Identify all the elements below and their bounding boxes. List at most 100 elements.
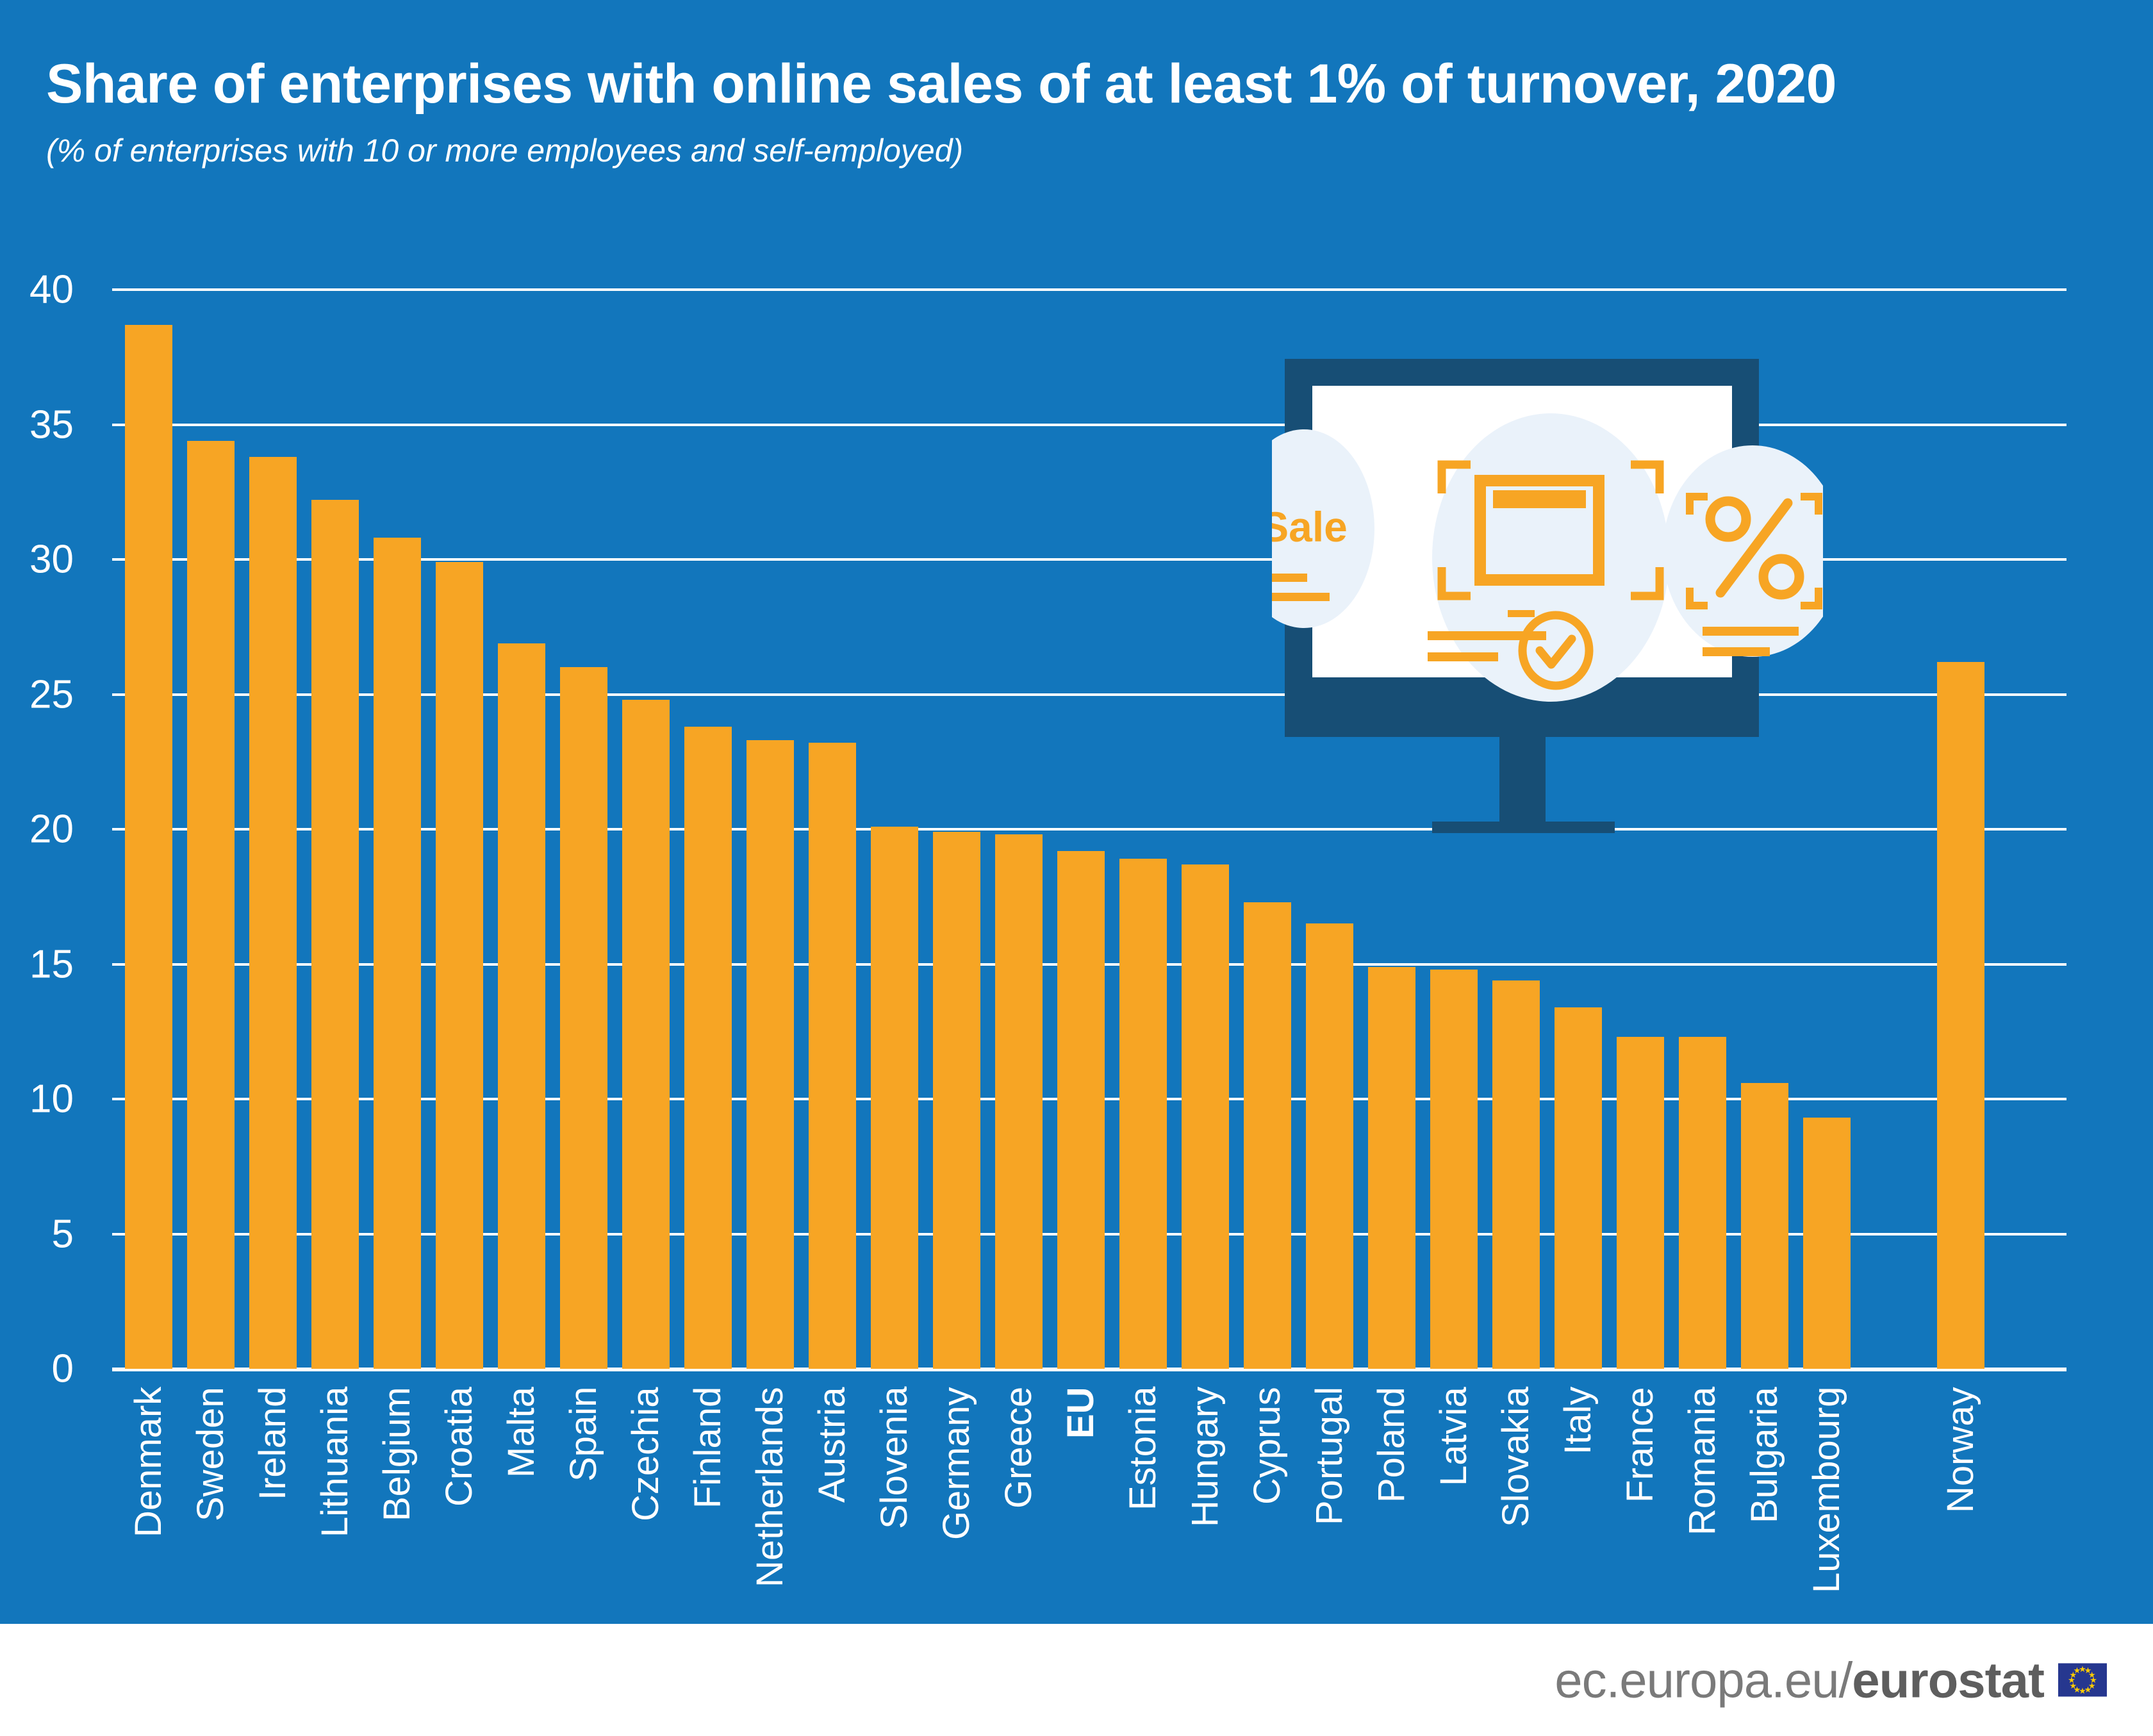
percent-discount-icon [1663,445,1842,657]
bar-lithuania[interactable] [311,500,359,1369]
eu-flag-icon: ★ ★ ★ ★ ★ ★ ★ ★ ★ ★ ★ ★ [2058,1663,2107,1697]
bar-poland[interactable] [1368,966,1415,1369]
bar-italy[interactable] [1555,1007,1602,1369]
bar-slovenia[interactable] [871,826,918,1369]
gridline-25 [112,693,2066,696]
y-tick-label-0: 0 [51,1346,74,1391]
x-axis-label-denmark: Denmark [128,1387,169,1538]
y-tick-label-5: 5 [51,1212,74,1256]
page-subtitle: (% of enterprises with 10 or more employ… [46,133,964,169]
x-axis-label-germany: Germany [936,1387,977,1540]
x-axis-label-romania: Romania [1681,1387,1723,1536]
x-axis-label-spain: Spain [563,1387,604,1482]
y-tick-label-15: 15 [29,942,74,986]
x-axis-label-cyprus: Cyprus [1246,1387,1288,1505]
bar-romania[interactable] [1679,1037,1726,1369]
x-axis-label-luxembourg: Luxembourg [1806,1387,1847,1594]
y-tick-label-35: 35 [29,402,74,447]
x-axis-label-estonia: Estonia [1122,1387,1164,1511]
gridline-30 [112,558,2066,561]
gridline-35 [112,423,2066,426]
eu-flag-star: ★ [2069,1669,2077,1680]
x-axis-label-italy: Italy [1557,1387,1599,1455]
bar-luxembourg[interactable] [1803,1118,1851,1369]
y-tick-label-10: 10 [29,1077,74,1121]
eu-flag-star: ★ [2069,1680,2077,1691]
x-axis-label-finland: Finland [687,1387,729,1509]
svg-text:Sale: Sale [1272,503,1348,550]
x-axis-label-austria: Austria [811,1387,853,1503]
bar-malta[interactable] [498,643,545,1369]
monitor-stand-neck [1499,737,1546,832]
bar-hungary[interactable] [1182,864,1229,1369]
chart-header: Share of enterprises with online sales o… [46,55,2097,169]
bar-estonia[interactable] [1119,859,1167,1369]
eu-flag-star: ★ [2088,1680,2096,1691]
x-axis-label-greece: Greece [998,1387,1039,1509]
y-tick-label-30: 30 [29,537,74,582]
y-tick-label-20: 20 [29,807,74,852]
x-axis-label-latvia: Latvia [1433,1387,1474,1486]
x-axis-label-slovenia: Slovenia [873,1387,915,1530]
x-axis-label-belgium: Belgium [376,1387,418,1521]
bar-cyprus[interactable] [1244,902,1291,1369]
x-axis-label-hungary: Hungary [1184,1387,1226,1528]
eu-flag-star: ★ [2073,1666,2081,1676]
x-axis-label-bulgaria: Bulgaria [1744,1387,1785,1523]
page-title: Share of enterprises with online sales o… [46,53,1836,115]
online-sales-monitor-illustration: Sale [1233,359,1842,843]
eu-flag-star: ★ [2073,1684,2081,1694]
eu-flag-star: ★ [2084,1684,2092,1694]
eurostat-url[interactable]: ec.europa.eu/eurostat [1555,1651,2045,1709]
x-axis-label-sweden: Sweden [190,1387,231,1521]
monitor-stand-base [1432,822,1615,843]
gridline-40 [112,288,2066,291]
bar-latvia[interactable] [1430,969,1478,1369]
gridline-20 [112,828,2066,831]
x-axis-label-ireland: Ireland [252,1387,293,1501]
bar-france[interactable] [1617,1037,1664,1369]
x-axis-label-eu: EU [1060,1387,1101,1439]
x-axis-label-netherlands: Netherlands [749,1387,791,1587]
bar-croatia[interactable] [436,562,483,1369]
eu-flag-star: ★ [2068,1675,2075,1685]
bar-sweden[interactable] [187,440,235,1369]
eu-flag-star: ★ [2088,1669,2096,1680]
footer-bar: ec.europa.eu/eurostat ★ ★ ★ ★ ★ ★ ★ ★ ★ ★ ★ ★ [0,1624,2153,1736]
bar-belgium[interactable] [374,538,421,1369]
bar-bulgaria[interactable] [1741,1082,1788,1369]
x-axis-label-croatia: Croatia [438,1387,480,1507]
bar-spain[interactable] [560,667,607,1369]
x-axis-label-slovakia: Slovakia [1495,1387,1537,1528]
x-axis-label-czechia: Czechia [625,1387,666,1521]
bar-germany[interactable] [933,832,980,1369]
bar-ireland[interactable] [249,457,297,1369]
eu-flag-star: ★ [2079,1664,2086,1674]
gridline-0 [112,1368,2066,1371]
bar-czechia[interactable] [622,699,670,1369]
bar-denmark[interactable] [125,324,172,1369]
url-brand: eurostat [1852,1651,2045,1708]
x-axis-label-lithuania: Lithuania [314,1387,356,1538]
y-tick-label-25: 25 [29,672,74,716]
eu-flag-star: ★ [2084,1666,2092,1676]
x-axis-label-poland: Poland [1371,1387,1412,1503]
x-axis-label-portugal: Portugal [1308,1387,1350,1526]
bar-finland[interactable] [684,727,732,1369]
bar-netherlands[interactable] [747,740,794,1369]
bar-greece[interactable] [995,834,1043,1369]
y-tick-label-40: 40 [29,267,74,312]
x-axis-label-france: France [1619,1387,1661,1503]
x-axis-label-norway: Norway [1940,1387,1981,1513]
bar-slovakia[interactable] [1492,980,1540,1369]
bar-eu[interactable] [1057,850,1105,1369]
bar-austria[interactable] [809,743,856,1369]
x-axis-label-malta: Malta [500,1387,542,1478]
bar-norway[interactable] [1937,661,1984,1369]
url-prefix: ec.europa.eu/ [1555,1651,1852,1708]
bar-portugal[interactable] [1306,923,1353,1369]
